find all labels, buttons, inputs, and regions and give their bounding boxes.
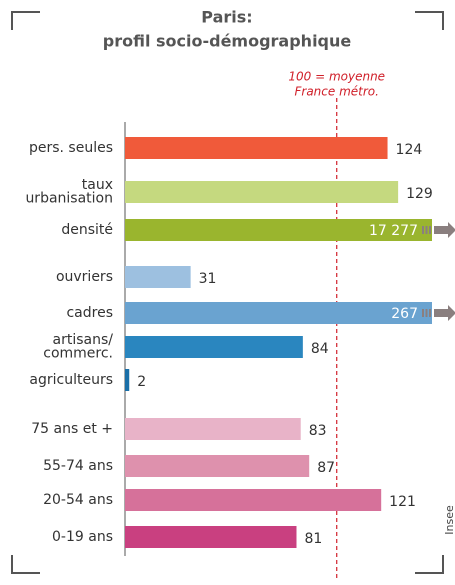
bar [125,302,432,324]
y-tick-label: pers. seules [29,140,113,156]
chart-title: Paris: [201,8,252,27]
bar [125,266,191,288]
bar [125,526,297,548]
source: Insee [443,505,455,535]
chart-title: profil socio-démographique [103,32,352,51]
overflow-stripe [429,309,431,317]
reference-label: France métro. [294,85,378,99]
bar [125,418,301,440]
y-tick-label: cadres [66,305,113,321]
value-label: 129 [406,186,433,202]
y-tick-label: 20-54 ans [43,492,113,508]
y-tick-label: densité [61,222,113,238]
overflow-stripe [425,226,428,234]
overflow-stripe [422,309,424,317]
bar [125,336,303,358]
value-label: 121 [389,494,416,510]
overflow-stripe [425,309,428,317]
bar [125,137,388,159]
y-tick-label: 0-19 ans [52,529,113,545]
value-label: 17 277 [369,223,418,239]
overflow-arrow [434,222,455,238]
value-label: 124 [396,142,423,158]
value-label: 87 [317,460,335,476]
value-label: 84 [311,341,329,357]
bar [125,181,399,203]
value-label: 267 [391,306,418,322]
y-tick-label: 55-74 ans [43,458,113,474]
corner-brackets [11,11,444,574]
reference-label: 100 = moyenne [288,70,385,84]
bars [125,137,432,548]
overflow-arrow [434,305,455,321]
value-label: 81 [304,531,322,547]
y-tick-label: taux urbanisation [25,177,113,206]
value-label: 2 [137,374,146,390]
y-tick-label: ouvriers [56,269,113,285]
bar [125,489,382,511]
y-tick-label: agriculteurs [29,372,113,388]
bar [125,219,432,241]
bar [125,369,130,391]
value-label: 31 [199,271,217,287]
y-tick-label: artisans/commerc. [43,332,113,361]
overflow-stripe [422,226,424,234]
overflow-stripe [429,226,431,234]
bar [125,455,310,477]
value-label: 83 [309,423,327,439]
y-tick-label: 75 ans et + [31,421,113,437]
